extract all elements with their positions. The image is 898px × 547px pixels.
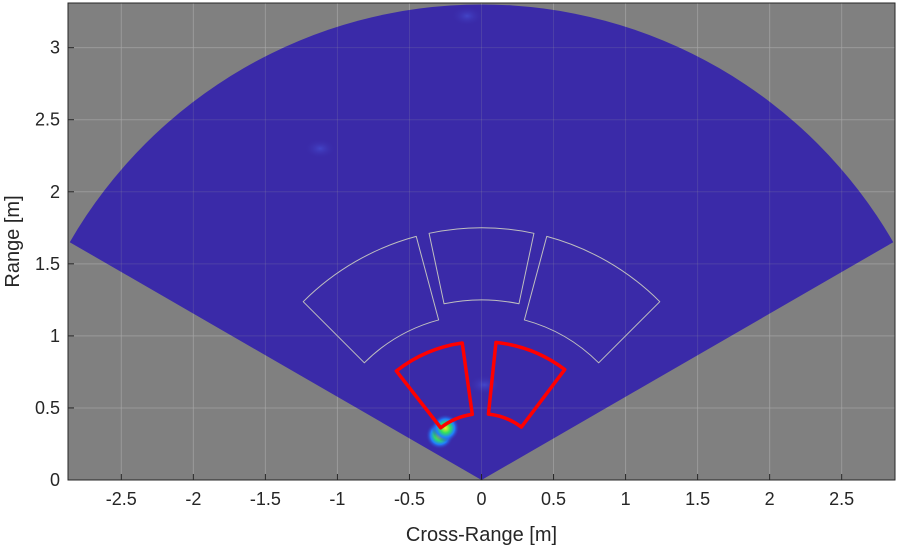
heatmap-hotspot xyxy=(468,374,501,395)
x-tick-label: 1 xyxy=(621,489,631,509)
zone-outline xyxy=(394,341,475,430)
y-tick-label: 2.5 xyxy=(35,110,60,130)
x-tick-label: 1.5 xyxy=(685,489,710,509)
y-axis-ticks: 0 0.5 1 1.5 2 2.5 3 xyxy=(35,38,74,490)
y-tick-label: 3 xyxy=(50,38,60,58)
y-tick-label: 0 xyxy=(50,470,60,490)
gridlines-overlay xyxy=(68,3,895,480)
x-tick-label: -1 xyxy=(329,489,345,509)
zone-outline xyxy=(486,340,567,429)
y-tick-label: 1 xyxy=(50,326,60,346)
y-axis-label: Range [m] xyxy=(2,195,24,287)
y-tick-label: 0.5 xyxy=(35,398,60,418)
x-axis-label: Cross-Range [m] xyxy=(406,524,557,546)
y-tick-label: 1.5 xyxy=(35,254,60,274)
x-tick-label: -2 xyxy=(185,489,201,509)
zone-outline xyxy=(302,235,440,364)
x-tick-label: 2 xyxy=(765,489,775,509)
x-tick-label: -0.5 xyxy=(394,489,425,509)
y-tick-label: 2 xyxy=(50,182,60,202)
x-axis-ticks: -2.5 -2 -1.5 -1 -0.5 0 0.5 1 1.5 2 2.5 xyxy=(106,474,854,509)
x-tick-label: 2.5 xyxy=(829,489,854,509)
x-tick-label: 0 xyxy=(476,489,486,509)
zone-outlines xyxy=(302,227,661,430)
heatmap-hotspot xyxy=(304,138,337,159)
zone-outline xyxy=(428,227,535,305)
x-tick-label: 0.5 xyxy=(541,489,566,509)
zone-outline xyxy=(523,235,661,364)
x-tick-label: -2.5 xyxy=(106,489,137,509)
x-tick-label: -1.5 xyxy=(250,489,281,509)
heatmap-hotspot xyxy=(451,5,484,26)
field-of-view-sector xyxy=(69,4,894,480)
